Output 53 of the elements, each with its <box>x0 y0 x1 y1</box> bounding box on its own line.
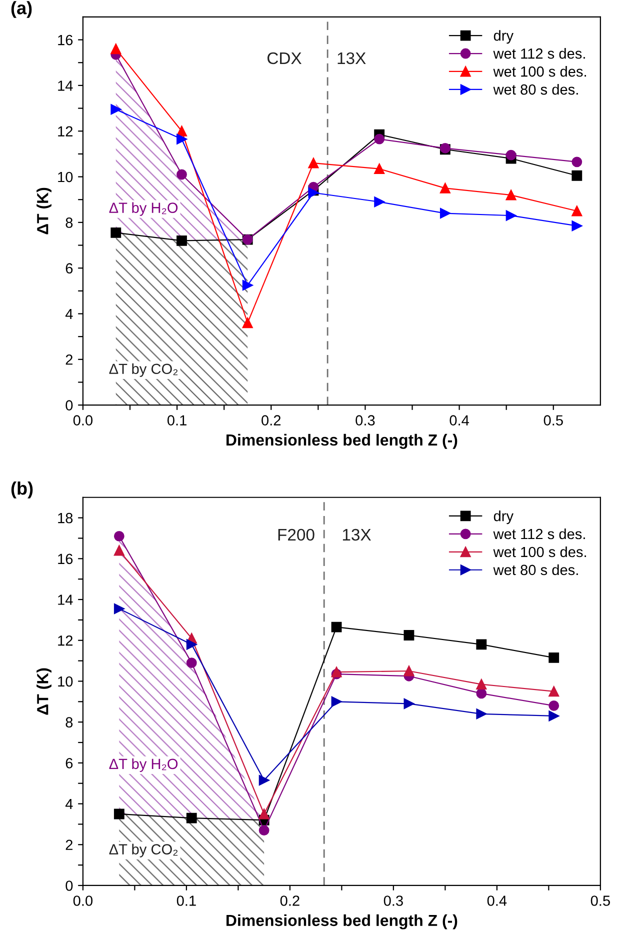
legend-label: wet 100 s des. <box>493 546 586 558</box>
legend-label: dry <box>494 30 514 44</box>
y-axis-title: ΔT (K) <box>36 668 52 715</box>
legend-label: wet 80 s des. <box>493 564 578 576</box>
y-tick-label: 12 <box>58 635 72 646</box>
y-tick-label: 12 <box>58 126 72 136</box>
x-axis-title: Dimensionless bed length Z (-) <box>226 914 458 930</box>
x-tick-label: 0.4 <box>487 896 507 906</box>
y-tick-label: 0 <box>66 400 73 410</box>
legend-label: wet 100 s des. <box>493 66 586 77</box>
x-tick-label: 0.0 <box>73 415 93 426</box>
legend-label: dry <box>494 510 514 524</box>
annotation: ΔT by CO₂ <box>109 363 178 377</box>
y-tick-label: 18 <box>58 512 73 524</box>
x-tick-label: 0.4 <box>450 415 470 426</box>
y-tick-label: 6 <box>66 758 73 768</box>
y-tick-label: 10 <box>58 172 73 182</box>
y-tick-label: 2 <box>66 354 72 365</box>
y-tick-label: 6 <box>66 263 73 274</box>
y-tick-label: 10 <box>58 676 73 687</box>
annotation: F200 <box>278 528 314 541</box>
annotation: ΔT by H₂O <box>109 758 178 772</box>
x-tick-label: 0.3 <box>384 896 403 906</box>
annotation: ΔT by CO₂ <box>109 844 178 858</box>
legend-label: wet 112 s des. <box>493 48 585 59</box>
x-tick-label: 0.1 <box>176 896 196 906</box>
y-tick-label: 0 <box>66 880 73 891</box>
x-tick-label: 0.3 <box>356 415 375 426</box>
y-tick-label: 16 <box>58 554 73 564</box>
y-tick-label: 8 <box>66 717 73 728</box>
chart-title: (a) <box>11 1 32 18</box>
y-tick-label: 16 <box>58 34 73 46</box>
annotation: 13X <box>342 528 371 541</box>
x-tick-label: 0.2 <box>280 896 300 906</box>
x-tick-label: 0.0 <box>73 896 93 906</box>
legend-label: wet 80 s des. <box>493 84 578 95</box>
x-tick-label: 0.2 <box>262 415 281 426</box>
y-tick-label: 4 <box>65 308 73 320</box>
y-tick-label: 4 <box>65 799 73 810</box>
y-tick-label: 8 <box>66 218 73 228</box>
annotation: 13X <box>338 52 366 64</box>
x-axis-title: Dimensionless bed length Z (-) <box>226 434 458 449</box>
y-tick-label: 14 <box>58 594 73 605</box>
x-tick-label: 0.5 <box>544 415 563 426</box>
x-tick-label: 0.1 <box>167 415 186 426</box>
y-tick-label: 2 <box>66 840 72 850</box>
y-tick-label: 14 <box>58 80 73 91</box>
annotation: ΔT by H₂O <box>109 202 178 216</box>
legend-label: wet 112 s des. <box>493 528 585 540</box>
x-tick-label: 0.5 <box>590 896 610 906</box>
chart-title: (b) <box>11 482 33 498</box>
annotation: CDX <box>268 52 302 64</box>
y-axis-title: ΔT (K) <box>36 188 52 234</box>
